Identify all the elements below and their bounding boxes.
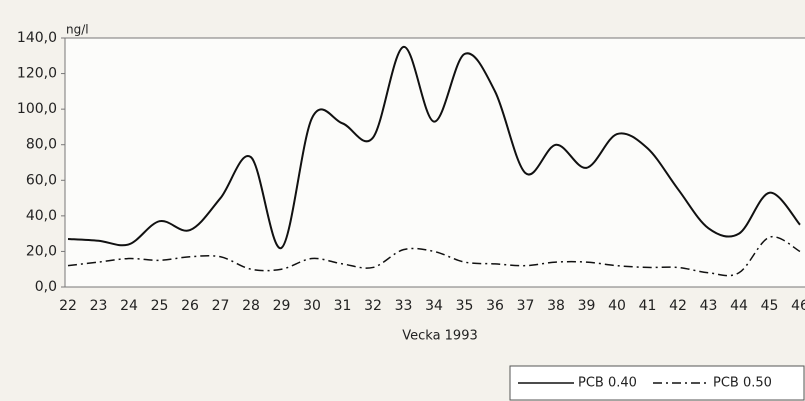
x-tick-label: 35 (456, 298, 474, 314)
x-tick-label: 26 (181, 298, 199, 314)
legend-label: PCB 0.50 (713, 376, 772, 391)
x-tick-label: 38 (547, 298, 565, 314)
plot-area (64, 37, 805, 288)
x-tick-label: 23 (90, 298, 108, 314)
x-tick-label: 45 (761, 298, 779, 314)
y-tick-label: 100,0 (17, 101, 57, 117)
series-line (67, 235, 801, 277)
x-tick-label: 39 (578, 298, 596, 314)
y-tick-label: 20,0 (26, 243, 57, 259)
x-axis-label: Vecka 1993 (402, 329, 478, 344)
x-tick-label: 36 (486, 298, 504, 314)
x-tick-label: 34 (425, 298, 443, 314)
x-tick-label: 29 (273, 298, 291, 314)
x-tick-label: 43 (700, 298, 718, 314)
x-tick-label: 28 (242, 298, 260, 314)
y-unit: ng/l (66, 23, 89, 37)
x-tick-label: 46 (791, 298, 805, 314)
y-tick-label: 80,0 (26, 137, 57, 153)
x-tick-label: 30 (303, 298, 321, 314)
x-tick-label: 27 (212, 298, 230, 314)
x-tick-label: 32 (364, 298, 382, 314)
x-tick-label: 41 (639, 298, 657, 314)
x-tick-label: 24 (120, 298, 138, 314)
legend-label: PCB 0.40 (578, 376, 637, 391)
y-tick-label: 60,0 (26, 172, 57, 188)
y-tick-label: 140,0 (17, 30, 57, 46)
y-tick-label: 0,0 (35, 279, 57, 295)
y-tick-label: 120,0 (17, 66, 57, 82)
y-tick-label: 40,0 (26, 208, 57, 224)
x-tick-label: 40 (608, 298, 626, 314)
x-tick-label: 37 (517, 298, 535, 314)
x-tick-label: 42 (669, 298, 687, 314)
x-tick-label: 33 (395, 298, 413, 314)
x-tick-label: 22 (59, 298, 77, 314)
x-tick-label: 25 (151, 298, 169, 314)
series-line (67, 45, 801, 249)
x-tick-label: 44 (730, 298, 748, 314)
x-tick-label: 31 (334, 298, 352, 314)
